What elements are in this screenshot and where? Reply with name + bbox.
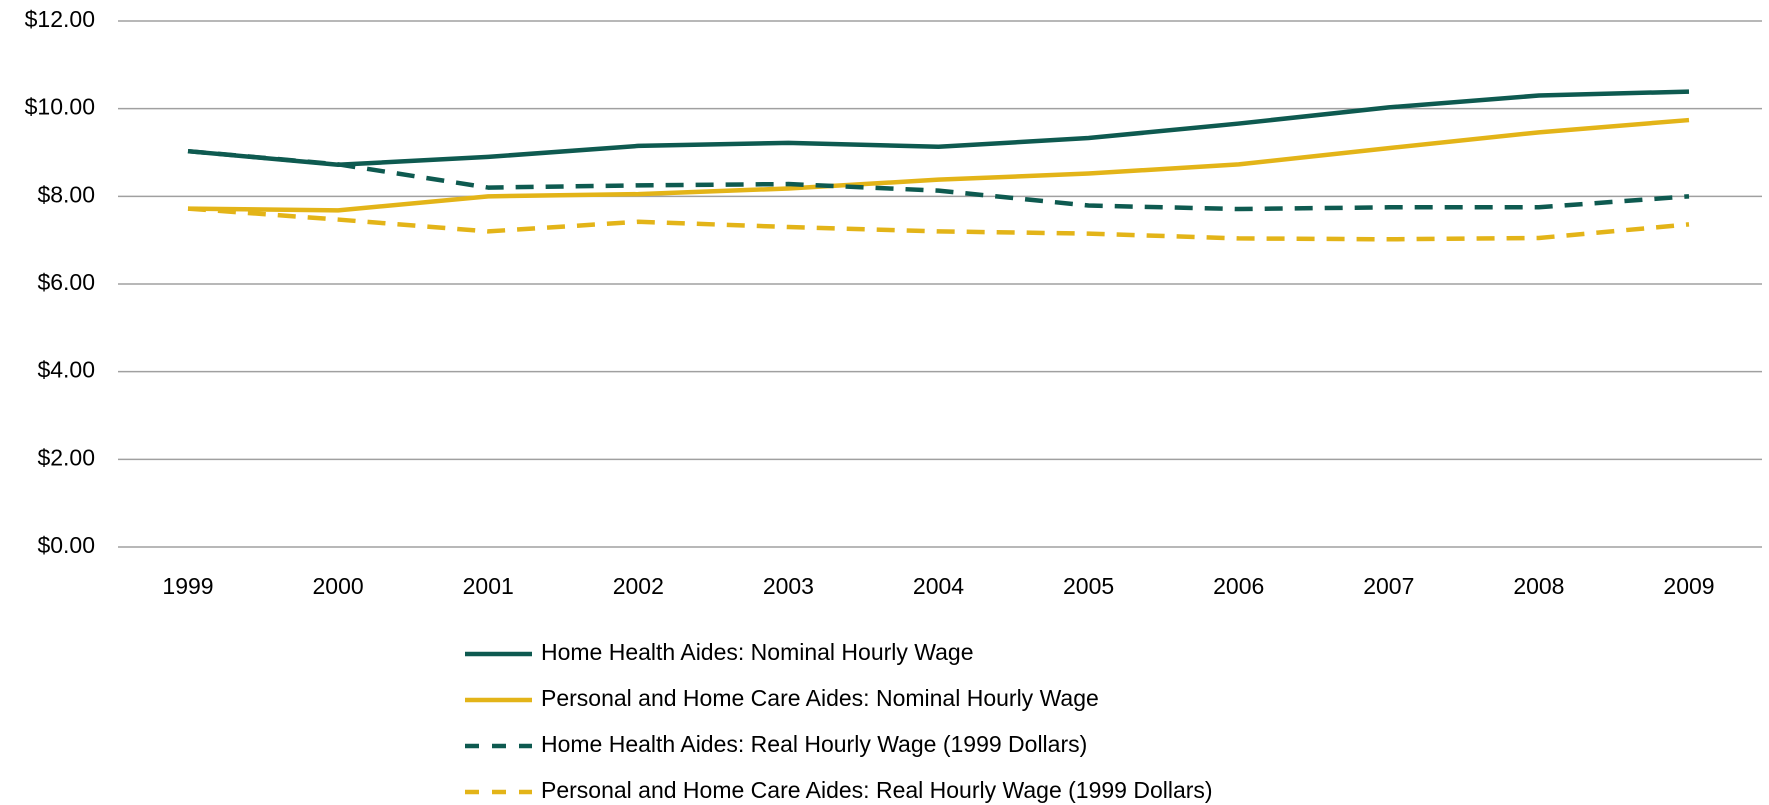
x-tick-label: 2006 (1213, 573, 1264, 599)
x-tick-label: 2001 (463, 573, 514, 599)
series-line (187, 206, 1690, 242)
x-tick-label: 2000 (313, 573, 364, 599)
y-tick-label: $4.00 (37, 357, 95, 383)
x-tick-label: 2009 (1663, 573, 1714, 599)
y-tick-label: $2.00 (37, 444, 95, 470)
series-line (187, 117, 1690, 213)
x-tick-label: 2005 (1063, 573, 1114, 599)
series-line (187, 89, 1690, 168)
x-tick-label: 2002 (613, 573, 664, 599)
series-line (187, 148, 1690, 212)
legend-label: Home Health Aides: Nominal Hourly Wage (541, 639, 974, 665)
legend-label: Personal and Home Care Aides: Real Hourl… (541, 777, 1213, 803)
x-tick-label: 2007 (1363, 573, 1414, 599)
x-tick-label: 1999 (162, 573, 213, 599)
y-tick-label: $8.00 (37, 181, 95, 207)
y-tick-label: $12.00 (25, 6, 95, 32)
x-tick-label: 2008 (1513, 573, 1564, 599)
x-tick-label: 2004 (913, 573, 964, 599)
y-tick-label: $6.00 (37, 269, 95, 295)
legend-label: Personal and Home Care Aides: Nominal Ho… (541, 685, 1099, 711)
legend-label: Home Health Aides: Real Hourly Wage (199… (541, 731, 1087, 757)
x-tick-label: 2003 (763, 573, 814, 599)
y-tick-label: $10.00 (25, 94, 95, 120)
y-tick-label: $0.00 (37, 532, 95, 558)
